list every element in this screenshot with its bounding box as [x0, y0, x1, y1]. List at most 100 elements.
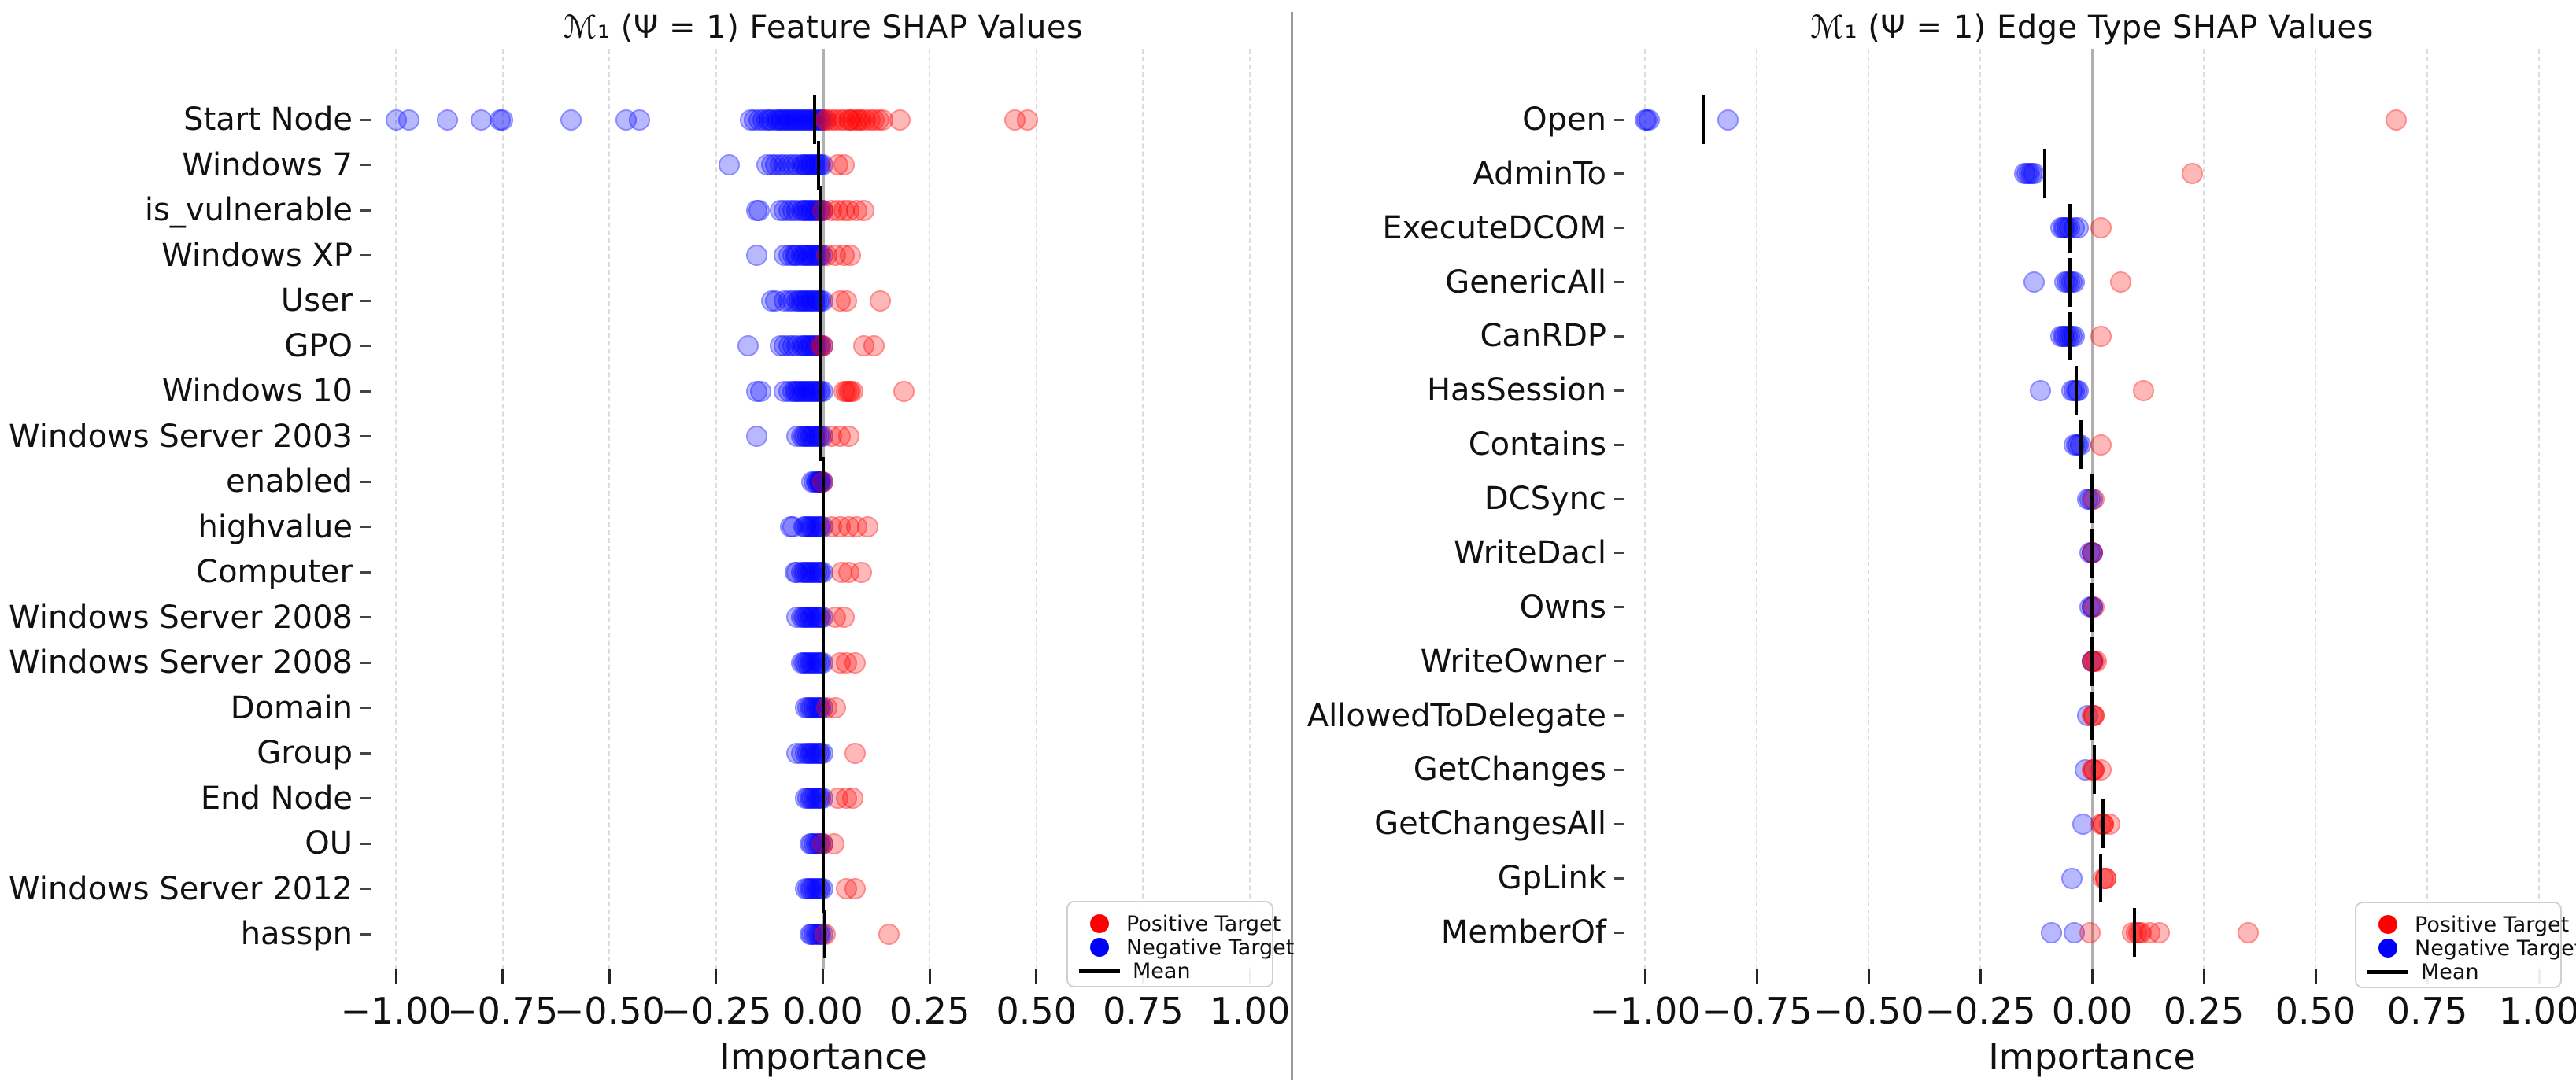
data-point-positive [826, 154, 848, 175]
data-point-positive [1017, 109, 1039, 131]
x-axis-tick [1755, 969, 1758, 984]
data-point-negative [808, 471, 830, 493]
data-point-positive [893, 380, 915, 402]
y-axis-tick [360, 661, 371, 664]
data-point-negative [795, 154, 817, 175]
data-point-negative [1639, 109, 1661, 131]
data-point-negative [436, 109, 458, 131]
legend-label: Positive Target [2415, 912, 2570, 937]
mean-line [817, 140, 821, 190]
data-point-negative [810, 651, 832, 674]
data-point-positive [829, 426, 851, 447]
data-point-negative [804, 923, 826, 945]
data-point-negative [782, 335, 804, 356]
data-point-positive [837, 561, 859, 583]
data-point-positive [833, 154, 856, 175]
data-point-negative [760, 109, 782, 131]
data-point-positive [825, 109, 847, 131]
data-point-positive [2083, 705, 2105, 727]
data-point-positive [2092, 867, 2114, 889]
data-point-negative [765, 154, 787, 175]
data-point-positive [835, 290, 857, 312]
data-point-negative [492, 109, 514, 131]
feature-xaxis-label: Importance [719, 1035, 927, 1078]
gridline [2426, 49, 2428, 969]
y-axis-tick [360, 932, 371, 936]
data-point-negative [812, 335, 833, 356]
y-axis-tick [360, 797, 371, 799]
data-point-negative [790, 426, 812, 447]
data-point-positive [835, 788, 857, 809]
data-point-positive [878, 923, 900, 945]
data-point-negative [810, 154, 832, 175]
data-point-negative [774, 290, 796, 312]
data-point-negative [808, 516, 830, 537]
legend-item-mean: Mean [1079, 958, 1256, 984]
data-point-negative [786, 607, 808, 628]
data-point-negative [797, 561, 819, 583]
data-point-negative [793, 154, 815, 175]
data-point-negative [808, 380, 830, 402]
data-point-positive [826, 199, 848, 221]
data-point-positive [833, 607, 856, 628]
y-axis-tick [360, 707, 371, 709]
data-point-positive [844, 878, 866, 899]
y-axis-tick [360, 118, 371, 121]
x-tick-label: 0.00 [782, 990, 863, 1032]
gridline [1249, 49, 1251, 969]
data-point-positive [2083, 596, 2105, 618]
plot-divider [1291, 12, 1293, 1080]
data-point-negative [2054, 325, 2076, 347]
data-point-negative [797, 516, 819, 537]
data-point-negative [797, 878, 819, 899]
data-point-negative [795, 199, 817, 221]
data-point-negative [812, 245, 833, 266]
data-point-negative [804, 154, 826, 175]
data-point-negative [808, 651, 830, 674]
data-point-negative [812, 426, 833, 447]
data-point-negative [2054, 217, 2076, 239]
legend-label: Mean [1133, 958, 1191, 984]
data-point-negative [739, 109, 761, 131]
y-axis-tick [1614, 660, 1624, 663]
negative-target-dot-icon [2378, 939, 2397, 958]
data-point-negative [2063, 271, 2085, 293]
x-tick-label: 0.25 [2163, 990, 2245, 1032]
mean-line [819, 411, 822, 461]
row-label: Computer [196, 554, 353, 590]
data-point-negative [2072, 813, 2094, 835]
data-point-negative [810, 516, 832, 537]
data-point-negative [795, 380, 817, 402]
data-point-positive [2238, 921, 2260, 943]
data-point-negative [793, 290, 815, 312]
gridline [2538, 49, 2540, 969]
data-point-negative [765, 109, 787, 131]
row-label: GenericAll [1445, 264, 1606, 301]
y-axis-tick [1614, 227, 1624, 230]
data-point-negative [774, 380, 796, 402]
data-point-negative [810, 697, 832, 718]
mean-line [1701, 95, 1705, 144]
data-point-negative [786, 199, 808, 221]
data-point-positive [844, 651, 866, 674]
x-axis-tick [1643, 969, 1646, 984]
data-point-positive [2094, 867, 2116, 889]
legend-label: Positive Target [1126, 911, 1281, 936]
data-point-negative [810, 471, 832, 493]
data-point-negative [795, 335, 817, 356]
data-point-negative [778, 199, 800, 221]
data-point-negative [799, 788, 821, 809]
data-point-negative [752, 109, 774, 131]
data-point-negative [797, 335, 819, 356]
y-axis-tick [360, 842, 371, 845]
data-point-negative [769, 199, 791, 221]
data-point-negative [793, 335, 815, 356]
data-point-negative [795, 426, 817, 447]
data-point-negative [808, 335, 830, 356]
row-label: Windows 10 [161, 373, 353, 409]
data-point-negative [799, 290, 821, 312]
data-point-negative [782, 154, 804, 175]
data-point-negative [812, 154, 833, 175]
data-point-positive [841, 788, 863, 809]
data-point-negative [790, 109, 812, 131]
